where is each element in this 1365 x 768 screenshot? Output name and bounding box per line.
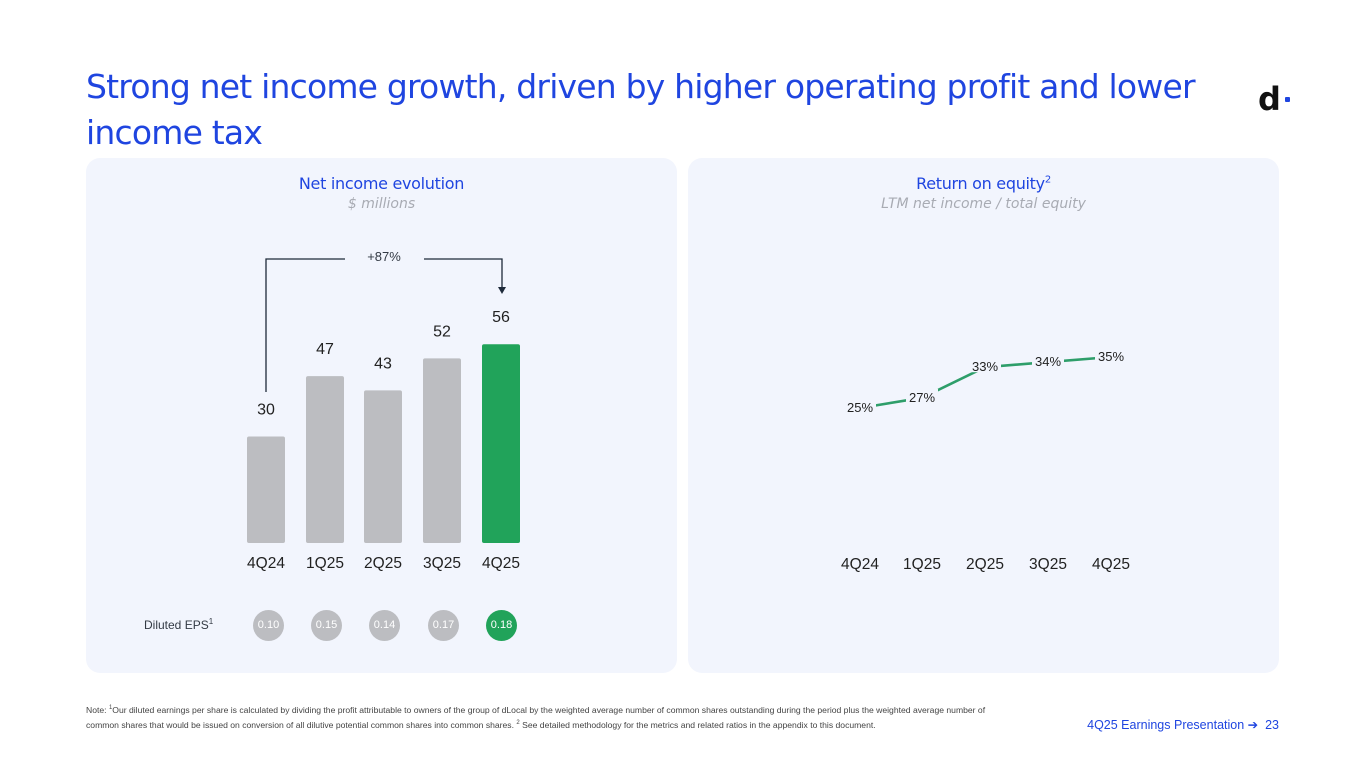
roe-label-bg (1032, 353, 1064, 368)
page-title: Strong net income growth, driven by high… (86, 67, 1196, 152)
logo-dot (1285, 97, 1290, 102)
bar-value-label: 30 (257, 402, 275, 419)
roe-title: Return on equity2 (688, 174, 1279, 193)
bar-category-label: 1Q25 (306, 555, 344, 572)
roe-label-bg (1095, 348, 1127, 362)
roe-category-label: 4Q24 (841, 556, 879, 573)
roe-category-label: 3Q25 (1029, 556, 1067, 573)
page-number: 23 (1265, 718, 1279, 732)
footer: 4Q25 Earnings Presentation ➔ 23 (1087, 717, 1279, 732)
roe-value-label: 25% (847, 400, 873, 415)
bar-category-label: 4Q24 (247, 555, 285, 572)
growth-bracket-right (424, 258, 503, 287)
roe-line-chart: 25% 4Q24 27% 1Q25 33% 2Q25 34% 3Q25 35% 4Q25 (841, 348, 1130, 573)
growth-bracket-left (265, 258, 345, 392)
eps-pill: 0.10 (253, 610, 284, 641)
note-prefix: Note: (86, 704, 109, 715)
net-income-bar-chart: 30 4Q24 47 1Q25 43 2Q25 52 3Q25 56 4Q25 (247, 309, 520, 572)
growth-annotation: +87% (265, 249, 506, 392)
net-income-title: Net income evolution (298, 174, 465, 193)
roe-category-label: 2Q25 (966, 556, 1004, 573)
growth-label: +87% (367, 249, 401, 264)
eps-label: Diluted EPS1 (144, 617, 213, 632)
roe-title-footnote: 2 (1044, 174, 1051, 186)
roe-value-label: 27% (909, 390, 935, 405)
arrow-right-icon: ➔ (1247, 718, 1259, 732)
eps-label-text: Diluted EPS (144, 618, 209, 632)
footer-text: 4Q25 Earnings Presentation (1087, 718, 1245, 732)
roe-subtitle: LTM net income / total equity (881, 196, 1086, 212)
dlocal-logo: d (1258, 80, 1281, 118)
roe-value-label: 33% (972, 359, 998, 374)
roe-label-bg (969, 358, 1001, 373)
growth-arrowhead-icon (498, 287, 506, 294)
net-income-subtitle: $ millions (347, 196, 416, 212)
eps-pill: 0.15 (311, 610, 342, 641)
note-text-2: See detailed methodology for the metrics… (519, 719, 876, 730)
roe-panel: Return on equity2 LTM net income / total… (688, 158, 1279, 673)
roe-value-label: 35% (1098, 349, 1124, 364)
eps-pill: 0.17 (428, 610, 459, 641)
eps-pill: 0.14 (369, 610, 400, 641)
roe-label-bg (906, 388, 938, 403)
bar-value-label: 43 (374, 355, 392, 372)
bar-1Q25 (306, 376, 344, 543)
bar-category-label: 3Q25 (423, 555, 461, 572)
bar-4Q24 (247, 436, 285, 543)
bar-value-label: 56 (492, 309, 510, 326)
roe-category-label: 4Q25 (1092, 556, 1130, 573)
bar-3Q25 (423, 358, 461, 543)
roe-label-bg (844, 399, 876, 413)
eps-pill-highlight: 0.18 (486, 610, 517, 641)
roe-title-text: Return on equity (916, 174, 1045, 193)
bar-value-label: 52 (433, 323, 451, 340)
roe-value-label: 34% (1035, 354, 1061, 369)
footnote: Note: 1Our diluted earnings per share is… (86, 702, 1016, 732)
bar-2Q25 (364, 390, 402, 543)
note-text-1: Our diluted earnings per share is calcul… (86, 704, 986, 730)
bar-category-label: 4Q25 (482, 555, 520, 572)
bar-value-label: 47 (316, 341, 334, 358)
eps-footnote: 1 (208, 617, 214, 626)
bar-4Q25 (482, 344, 520, 543)
note-sup-1: 1 (108, 705, 113, 711)
note-sup-2: 2 (516, 719, 520, 726)
roe-category-label: 1Q25 (903, 556, 941, 573)
bar-category-label: 2Q25 (364, 555, 402, 572)
